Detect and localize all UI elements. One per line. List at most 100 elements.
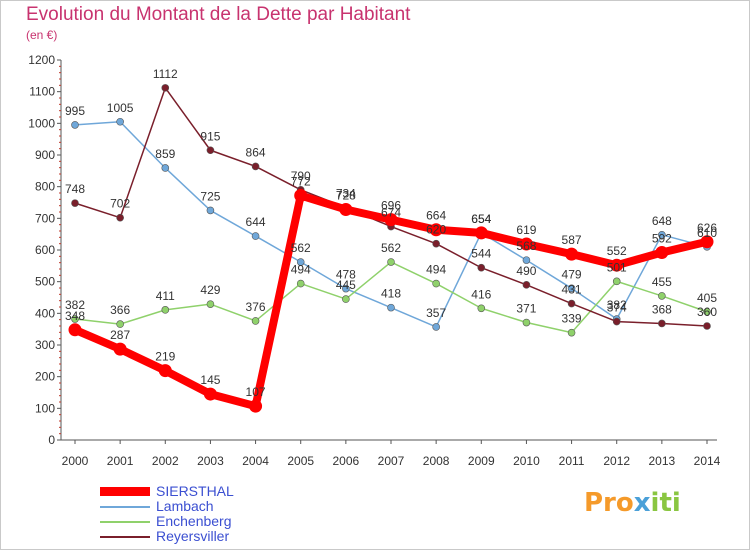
y-tick-label: 800 xyxy=(35,180,55,194)
legend-label: Reyersviller xyxy=(156,528,230,544)
data-label: 592 xyxy=(652,232,672,246)
y-tick-label: 1000 xyxy=(28,116,55,130)
data-point-lambach xyxy=(71,121,79,129)
y-tick-label: 500 xyxy=(35,275,55,289)
logo-part: x xyxy=(633,488,651,518)
y-tick-label: 100 xyxy=(35,401,55,415)
data-label: 725 xyxy=(200,189,220,203)
data-point-reyersviller xyxy=(612,317,621,326)
data-point-lambach xyxy=(251,232,260,240)
data-point-siersthal xyxy=(384,213,398,227)
data-label: 696 xyxy=(381,199,401,213)
data-label: 219 xyxy=(155,350,175,364)
logo-part: Pro xyxy=(584,488,634,518)
data-point-enchenberg xyxy=(522,318,531,327)
data-label: 455 xyxy=(652,275,672,289)
data-label: 360 xyxy=(697,305,717,319)
data-label: 405 xyxy=(697,291,717,305)
legend-swatch xyxy=(100,521,150,523)
data-label: 728 xyxy=(336,188,356,202)
x-tick-label: 2007 xyxy=(378,454,405,468)
data-point-enchenberg xyxy=(342,295,350,303)
data-point-lambach xyxy=(387,303,395,312)
data-point-reyersviller xyxy=(658,319,666,328)
data-label: 620 xyxy=(426,223,446,237)
data-point-enchenberg xyxy=(116,320,124,328)
data-point-lambach xyxy=(522,256,531,264)
y-tick-label: 1200 xyxy=(28,53,55,67)
data-label: 1005 xyxy=(107,101,134,115)
data-label: 429 xyxy=(200,283,220,297)
y-tick-label: 900 xyxy=(35,148,55,162)
data-label: 411 xyxy=(156,289,175,303)
data-label: 748 xyxy=(65,182,85,196)
data-label: 654 xyxy=(471,212,491,226)
data-label: 339 xyxy=(562,312,582,326)
x-tick-label: 2014 xyxy=(694,454,721,468)
data-label: 587 xyxy=(562,233,582,247)
data-point-enchenberg xyxy=(296,279,305,288)
y-tick-label: 600 xyxy=(35,243,55,257)
data-point-reyersviller xyxy=(71,199,79,207)
data-point-lambach xyxy=(296,258,305,266)
data-point-siersthal xyxy=(203,387,217,401)
x-tick-label: 2012 xyxy=(603,454,630,468)
data-point-reyersviller xyxy=(116,213,124,222)
x-tick-label: 2009 xyxy=(468,454,495,468)
logo-part: iti xyxy=(650,488,681,518)
data-point-enchenberg xyxy=(206,300,215,308)
data-label: 995 xyxy=(65,104,85,118)
x-tick-label: 2001 xyxy=(107,454,134,468)
proxiti-logo: Proxiti xyxy=(584,488,681,518)
data-point-reyersviller xyxy=(432,239,440,248)
data-label: 1112 xyxy=(153,67,178,81)
data-point-enchenberg xyxy=(161,306,170,314)
data-point-reyersviller xyxy=(477,263,486,272)
data-label: 626 xyxy=(697,221,717,235)
data-label: 494 xyxy=(426,263,446,277)
x-tick-label: 2011 xyxy=(559,454,585,468)
data-label: 418 xyxy=(381,287,401,301)
data-point-enchenberg xyxy=(387,258,395,266)
data-point-siersthal xyxy=(158,364,172,378)
data-label: 376 xyxy=(246,300,266,314)
data-point-lambach xyxy=(567,284,576,293)
data-label: 478 xyxy=(336,268,356,282)
data-point-siersthal xyxy=(429,223,443,237)
x-tick-label: 2013 xyxy=(649,454,676,468)
data-point-reyersviller xyxy=(567,299,576,308)
data-label: 562 xyxy=(291,241,311,255)
data-point-siersthal xyxy=(700,235,714,249)
data-point-lambach xyxy=(658,231,666,239)
data-point-siersthal xyxy=(249,399,263,413)
data-label: 644 xyxy=(246,215,266,229)
data-point-reyersviller xyxy=(251,162,260,171)
legend-swatch xyxy=(100,487,150,496)
legend-swatch xyxy=(100,536,150,538)
data-point-lambach xyxy=(116,117,124,126)
data-label: 416 xyxy=(471,287,491,301)
x-tick-label: 2003 xyxy=(197,454,224,468)
data-point-enchenberg xyxy=(567,328,576,337)
data-point-siersthal xyxy=(610,258,624,272)
data-point-siersthal xyxy=(474,226,488,240)
data-label: 107 xyxy=(246,385,266,399)
data-point-siersthal xyxy=(655,246,669,260)
data-label: 619 xyxy=(516,223,536,237)
x-tick-label: 2008 xyxy=(423,454,450,468)
data-point-enchenberg xyxy=(251,317,260,325)
data-point-enchenberg xyxy=(477,304,486,313)
data-point-siersthal xyxy=(294,189,308,203)
data-point-reyersviller xyxy=(161,84,170,92)
x-tick-label: 2005 xyxy=(287,454,314,468)
data-label: 145 xyxy=(200,373,220,387)
data-label: 864 xyxy=(246,145,266,159)
data-label: 357 xyxy=(426,306,446,320)
data-label: 445 xyxy=(336,278,356,292)
data-point-reyersviller xyxy=(206,146,215,155)
legend-swatch xyxy=(100,506,150,508)
data-point-siersthal xyxy=(68,323,82,337)
data-label: 494 xyxy=(291,263,311,277)
x-tick-label: 2002 xyxy=(152,454,179,468)
